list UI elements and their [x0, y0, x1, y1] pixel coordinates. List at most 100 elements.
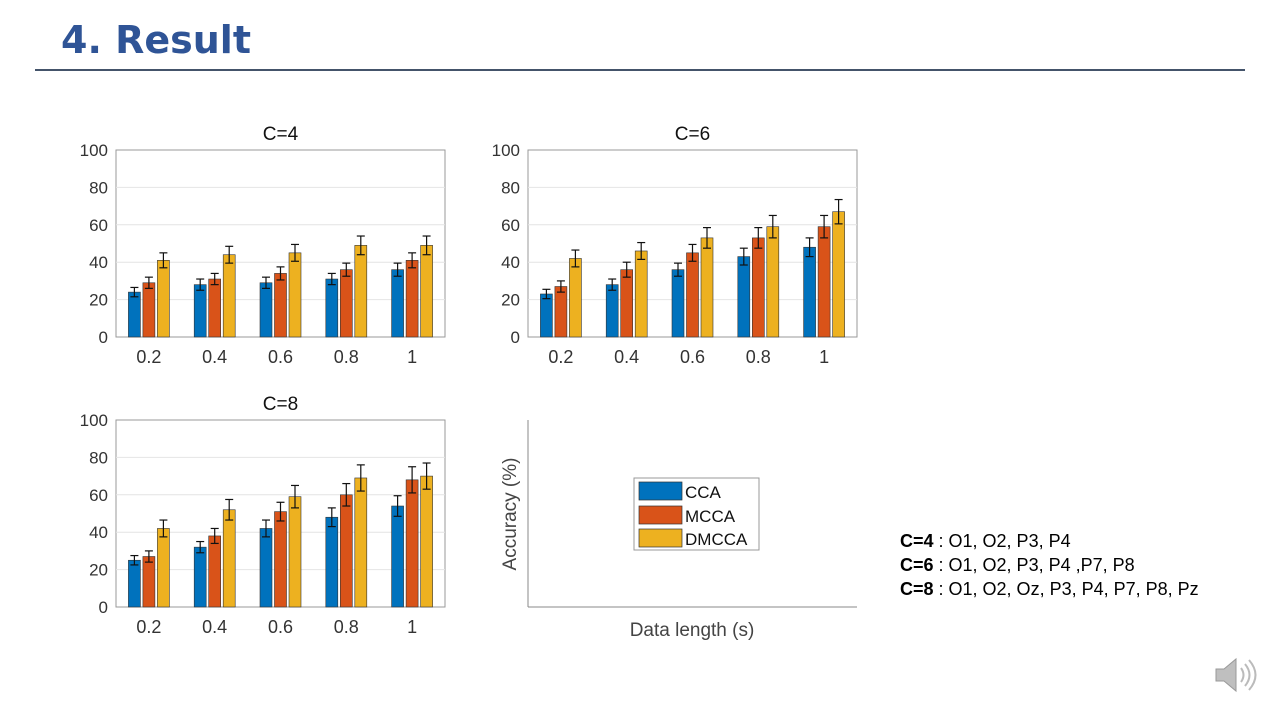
y-tick-label: 20	[89, 291, 108, 310]
bar-chart: 0 20 40 60 80 100 0.2 0.4 0.6 0.8 1 C=6	[492, 124, 858, 367]
bar-cca	[391, 269, 404, 338]
x-tick-label: 0.4	[614, 347, 639, 367]
bar-dmcca	[288, 496, 302, 608]
bar-cca	[325, 516, 339, 608]
x-tick-label: 0.6	[268, 347, 293, 367]
channel-label: C=4	[900, 531, 934, 551]
y-tick-label: 100	[492, 141, 520, 160]
bar-dmcca	[700, 237, 714, 338]
bar-cca	[737, 256, 751, 338]
x-tick-label: 1	[407, 347, 417, 367]
bar-cca	[128, 291, 141, 338]
x-tick-label: 0.4	[202, 617, 227, 637]
x-tick-label: 0.8	[746, 347, 771, 367]
bar-mcca	[274, 511, 287, 608]
bar-cca	[540, 293, 553, 338]
y-tick-label: 100	[80, 411, 108, 430]
bar-cca	[671, 269, 685, 338]
bar-dmcca	[157, 260, 170, 338]
bar-mcca	[274, 273, 287, 338]
y-tick-label: 40	[89, 523, 108, 542]
x-tick-label: 0.2	[136, 617, 161, 637]
x-tick-label: 0.8	[334, 347, 359, 367]
legend-label-mcca: MCCA	[685, 507, 736, 526]
bar-mcca	[405, 260, 419, 338]
bar-cca	[128, 559, 141, 608]
legend-swatch-dmcca	[638, 528, 683, 548]
bar-mcca	[751, 237, 765, 338]
channel-line-c6: C=6 : O1, O2, P3, P4 ,P7, P8	[900, 553, 1199, 577]
bar-cca	[193, 284, 207, 338]
bar-dmcca	[766, 226, 780, 338]
bar-dmcca	[569, 258, 582, 338]
bar-mcca	[142, 282, 156, 338]
legend-swatch-cca	[638, 481, 683, 501]
x-tick-label: 0.2	[136, 347, 161, 367]
y-tick-label: 20	[89, 561, 108, 580]
channel-line-c4: C=4 : O1, O2, P3, P4	[900, 529, 1199, 553]
bar-mcca	[208, 535, 221, 608]
channel-list: C=4 : O1, O2, P3, P4 C=6 : O1, O2, P3, P…	[900, 529, 1199, 601]
bar-cca	[605, 284, 619, 338]
speaker-icon[interactable]	[1212, 655, 1258, 695]
slide-title: 4. Result	[61, 18, 251, 62]
y-tick-label: 60	[501, 216, 520, 235]
y-tick-label: 0	[99, 598, 108, 617]
bar-dmcca	[222, 254, 236, 338]
y-tick-label: 80	[501, 178, 520, 197]
bar-mcca	[339, 269, 353, 338]
bar-dmcca	[222, 509, 236, 608]
x-axis-label: Data length (s)	[630, 620, 755, 641]
y-tick-label: 40	[501, 253, 520, 272]
x-tick-label: 1	[819, 347, 829, 367]
legend-panel: Accuracy (%) Data length (s) CCA MCCA DM…	[500, 420, 857, 641]
bar-mcca	[339, 494, 353, 608]
bar-cca	[391, 505, 404, 608]
y-tick-label: 60	[89, 216, 108, 235]
chart-title: C=6	[675, 124, 710, 145]
y-tick-label: 60	[89, 486, 108, 505]
bar-dmcca	[420, 475, 433, 608]
channel-label: C=8	[900, 579, 934, 599]
legend-swatch-mcca	[638, 505, 683, 525]
chart-title: C=8	[263, 394, 298, 415]
bar-dmcca	[157, 528, 170, 608]
bar-dmcca	[288, 252, 302, 338]
bar-cca	[803, 246, 816, 338]
channel-label: C=6	[900, 555, 934, 575]
bar-chart: 0 20 40 60 80 100 0.2 0.4 0.6 0.8 1 C=4	[80, 124, 446, 367]
bar-mcca	[686, 252, 699, 338]
chart-title: C=4	[263, 124, 299, 145]
x-tick-label: 1	[407, 617, 417, 637]
title-divider	[35, 69, 1245, 71]
bar-dmcca	[420, 245, 433, 338]
bar-mcca	[620, 269, 634, 338]
bar-mcca	[405, 479, 419, 608]
channel-electrodes: : O1, O2, P3, P4	[933, 531, 1071, 551]
legend-label-cca: CCA	[685, 483, 722, 502]
bar-cca	[259, 528, 273, 608]
y-tick-label: 40	[89, 253, 108, 272]
legend-label-dmcca: DMCCA	[685, 530, 748, 549]
channel-line-c8: C=8 : O1, O2, Oz, P3, P4, P7, P8, Pz	[900, 577, 1199, 601]
bar-mcca	[817, 226, 831, 338]
bar-dmcca	[354, 477, 368, 608]
bar-mcca	[142, 556, 156, 608]
channel-electrodes: : O1, O2, P3, P4 ,P7, P8	[933, 555, 1135, 575]
bar-chart: 0 20 40 60 80 100 0.2 0.4 0.6 0.8 1 C=8	[80, 394, 446, 637]
x-tick-label: 0.6	[680, 347, 705, 367]
y-tick-label: 0	[511, 328, 520, 347]
bar-cca	[325, 278, 339, 338]
x-tick-label: 0.2	[548, 347, 573, 367]
channel-electrodes: : O1, O2, Oz, P3, P4, P7, P8, Pz	[933, 579, 1199, 599]
bar-dmcca	[354, 245, 368, 338]
x-tick-label: 0.8	[334, 617, 359, 637]
bar-mcca	[554, 286, 568, 338]
x-tick-label: 0.6	[268, 617, 293, 637]
y-tick-label: 20	[501, 291, 520, 310]
x-tick-label: 0.4	[202, 347, 227, 367]
bar-mcca	[208, 278, 221, 338]
y-tick-label: 80	[89, 448, 108, 467]
y-axis-label: Accuracy (%)	[500, 458, 521, 571]
